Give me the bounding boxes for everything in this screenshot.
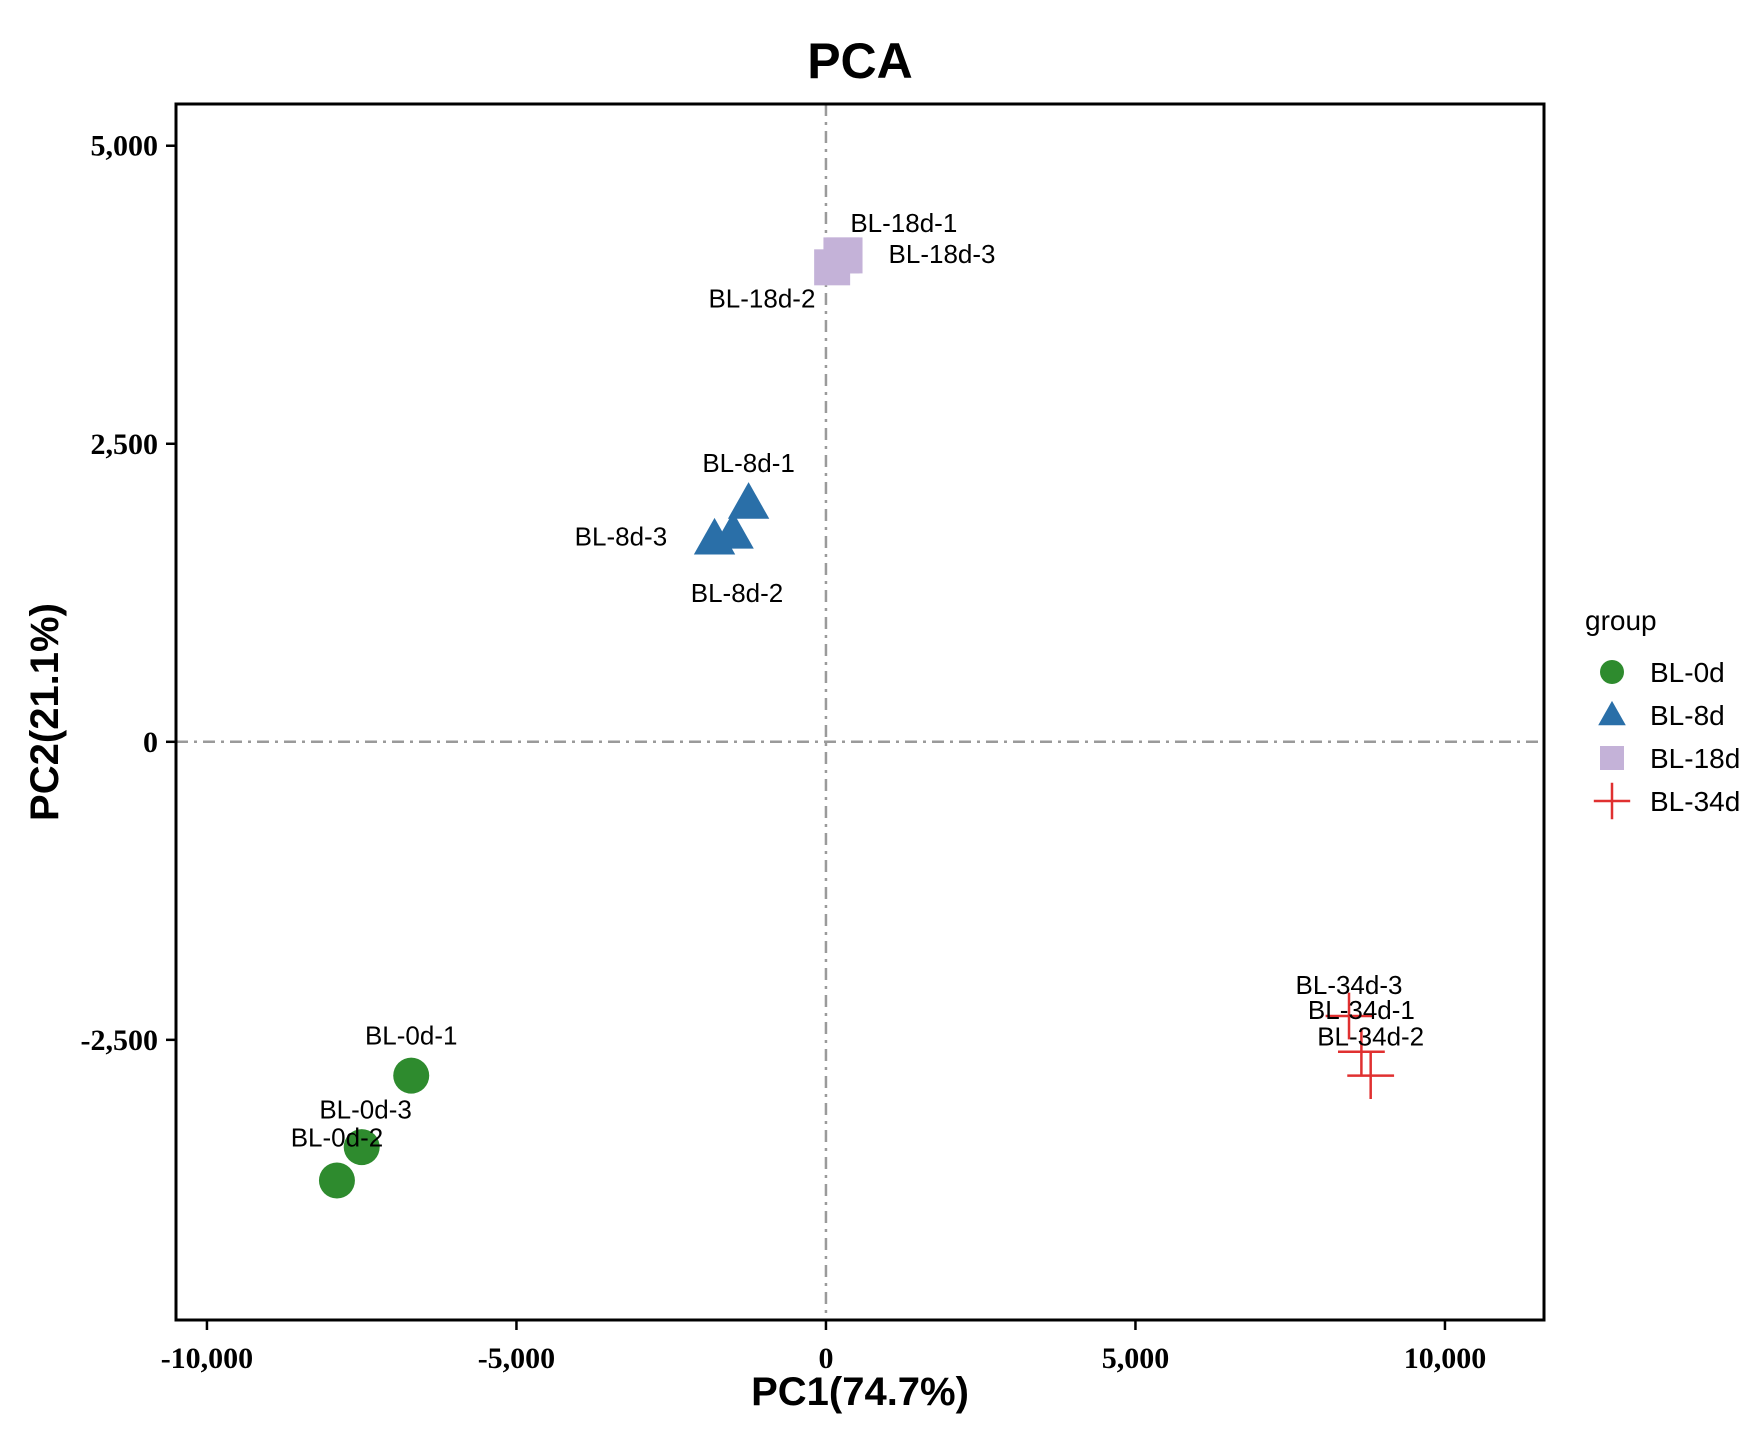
chart-title: PCA [807,33,913,89]
x-axis-title: PC1(74.7%) [751,1370,969,1414]
x-tick-label: -5,000 [478,1342,556,1375]
point-bl-8d-1 [727,482,770,519]
legend-label: BL-0d [1650,657,1725,688]
point-label: BL-34d-3 [1296,970,1403,1000]
legend-label: BL-18d [1650,743,1740,774]
point-label: BL-0d-3 [319,1094,412,1124]
legend-label: BL-34d [1650,786,1740,817]
point-bl-18d-2 [814,249,851,286]
legend-key-bl-34d [1593,782,1631,820]
point-label: BL-18d-1 [850,208,957,238]
reference-lines [176,104,1544,1320]
point-bl-0d-3 [343,1129,380,1166]
point-label: BL-34d-2 [1317,1022,1424,1052]
x-tick-label: 5,000 [1102,1342,1170,1375]
legend-key-bl-8d [1598,700,1626,726]
point-label: BL-8d-3 [575,522,668,552]
legend-label: BL-8d [1650,700,1725,731]
point-label: BL-18d-2 [708,284,815,314]
point-labels: BL-0d-1 BL-0d-3BL-0d-2 BL-8d-1 BL-8d-3 BL-8d… [291,208,1424,1153]
data-points [318,237,1395,1199]
plot-area [176,104,1544,1320]
legend-key-bl-0d [1600,660,1624,684]
point-label: BL-0d-2 [291,1123,384,1153]
point-label: BL-8d-2 [691,578,784,608]
x-tick-label: 10,000 [1404,1342,1487,1375]
point-label: BL-0d-1 [365,1020,458,1050]
x-axis: -10,000 -5,000 0 5,000 10,000 [161,1320,1487,1375]
point-bl-8d-2 [712,511,754,549]
point-bl-34d-2 [1347,1052,1395,1100]
y-axis: -2,500 0 2,500 5,000 [81,130,176,1057]
x-tick-label: 0 [818,1342,833,1375]
y-tick-label: 2,500 [91,428,159,461]
legend-title: group [1585,605,1657,636]
legend: group BL-0d BL-8d BL-18d BL-34d [1585,605,1740,820]
y-tick-label: 5,000 [91,130,159,163]
legend-key-bl-18d [1600,746,1624,770]
point-bl-34d-1 [1337,1028,1385,1076]
plot-frame [174,102,1546,1322]
x-tick-label: -10,000 [161,1342,254,1375]
y-tick-label: -2,500 [81,1024,159,1057]
point-label: BL-34d-1 [1308,995,1415,1025]
point-label: BL-8d-1 [702,448,795,478]
point-bl-34d-3 [1325,992,1373,1040]
y-axis-title: PC2(21.1%) [23,603,67,821]
point-bl-0d-1 [393,1057,430,1094]
y-tick-label: 0 [143,726,158,759]
point-bl-0d-2 [318,1162,355,1199]
point-label: BL-18d-3 [889,239,996,269]
